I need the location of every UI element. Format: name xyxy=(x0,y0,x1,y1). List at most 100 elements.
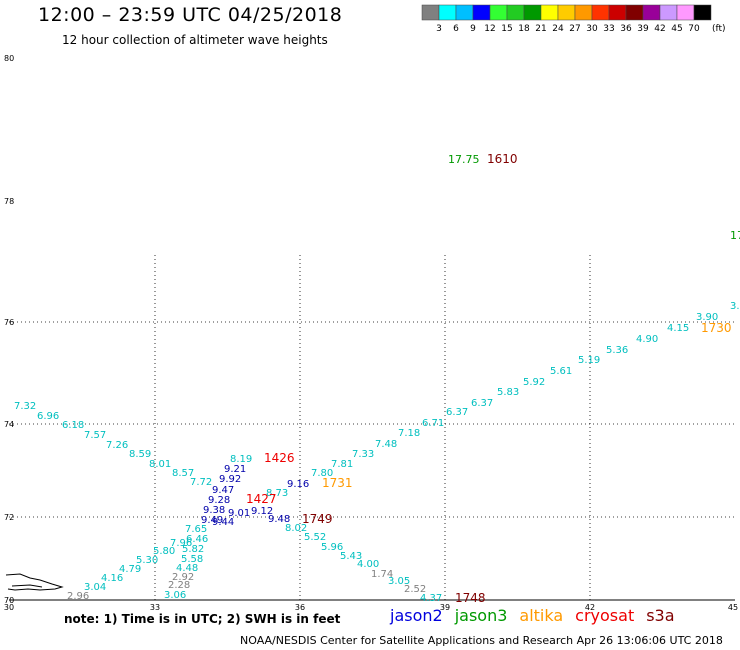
colorbar-unit: (ft) xyxy=(712,24,726,34)
wave-height-label: 6.37 xyxy=(471,398,493,409)
colorbar-labels: 3 6 9 12 15 18 21 24 27 30 33 36 39 42 45 70 xyxy=(436,24,700,34)
wave-height-label: 9.21 xyxy=(224,464,246,475)
wave-height-label: 5.36 xyxy=(606,345,628,356)
wave-height-label: 8.57 xyxy=(172,468,194,479)
wave-height-label: 3.04 xyxy=(84,582,106,593)
wave-height-label: 1.74 xyxy=(371,569,393,580)
colorbar-swatch xyxy=(540,4,559,21)
colorbar-swatch xyxy=(523,4,542,21)
colorbar-swatch xyxy=(438,4,457,21)
y-tick-label: 80 xyxy=(4,54,14,63)
colorbar-tick-label: 27 xyxy=(569,24,580,34)
wave-height-label: 9.44 xyxy=(212,517,234,528)
wave-height-label: 6.96 xyxy=(37,411,59,422)
wave-height-label: 1749 xyxy=(302,512,333,526)
wave-height-label: 7.96 xyxy=(170,538,192,549)
wave-height-label: 7.32 xyxy=(14,401,36,412)
colorbar-swatch xyxy=(472,4,491,21)
satellite-legend: jason2 jason3 altika cryosat s3a xyxy=(390,606,687,625)
wave-height-label: 7.57 xyxy=(84,430,106,441)
wave-height-label: 7.33 xyxy=(352,449,374,460)
wave-height-label: 7.81 xyxy=(331,459,353,470)
wave-height-label: 7.65 xyxy=(185,524,207,535)
colorbar-swatch xyxy=(608,4,627,21)
wave-height-label: 17.75 xyxy=(448,153,480,166)
wave-height-label: 5.80 xyxy=(153,546,175,557)
footnote: note: 1) Time is in UTC; 2) SWH is in fe… xyxy=(64,612,341,626)
wave-height-label: 4.15 xyxy=(667,323,689,334)
wave-height-label: 9.92 xyxy=(219,474,241,485)
colorbar-tick-label: 12 xyxy=(484,24,495,34)
colorbar-swatch xyxy=(506,4,525,21)
colorbar-swatch xyxy=(659,4,678,21)
wave-height-label: 4.37 xyxy=(420,593,442,604)
wave-height-label: 7.26 xyxy=(106,440,128,451)
x-tick-label: 45 xyxy=(728,603,738,612)
colorbar xyxy=(421,4,712,21)
wave-height-label: 9.28 xyxy=(208,495,230,506)
wave-height-label: 1427 xyxy=(246,492,277,506)
colorbar-tick-label: 9 xyxy=(470,24,476,34)
wave-height-label: 9.47 xyxy=(212,485,234,496)
wave-height-label: 2.96 xyxy=(67,591,89,602)
colorbar-tick-label: 21 xyxy=(535,24,546,34)
wave-height-label: 8.59 xyxy=(129,449,151,460)
colorbar-tick-label: 36 xyxy=(620,24,632,34)
wave-height-label: 7.80 xyxy=(311,468,333,479)
coastline-icon xyxy=(5,573,64,591)
y-tick-label: 72 xyxy=(4,513,14,522)
wave-height-label: 9.16 xyxy=(287,479,309,490)
colorbar-swatch xyxy=(625,4,644,21)
page-title: 12:00 – 23:59 UTC 04/25/2018 xyxy=(38,4,343,26)
colorbar-swatch xyxy=(642,4,661,21)
y-tick-label: 70 xyxy=(4,596,14,605)
colorbar-swatch xyxy=(591,4,610,21)
wave-height-label: 9.01 xyxy=(228,508,250,519)
wave-height-label: 4.90 xyxy=(636,334,658,345)
colorbar-tick-label: 42 xyxy=(654,24,665,34)
wave-height-label: 4.16 xyxy=(101,573,123,584)
wave-height-label: 1731 xyxy=(322,476,353,490)
wave-height-label: 3.05 xyxy=(388,576,410,587)
wave-height-label: 1748 xyxy=(455,591,486,605)
wave-height-label: 4.48 xyxy=(176,563,198,574)
wave-height-labels: 17.751610177.326.966.187.577.268.598.018… xyxy=(14,152,740,605)
x-tick-label: 33 xyxy=(150,603,160,612)
wave-height-label: 5.61 xyxy=(550,366,572,377)
wave-height-label: 8.01 xyxy=(149,459,171,470)
wave-height-label: 1730 xyxy=(701,321,732,335)
wave-height-label: 6.18 xyxy=(62,420,84,431)
y-tick-label: 76 xyxy=(4,318,14,327)
wave-height-label: 5.52 xyxy=(304,532,326,543)
wave-height-label: 5.43 xyxy=(340,551,362,562)
colorbar-tick-label: 45 xyxy=(671,24,682,34)
y-tick-labels: 80 78 76 74 72 70 xyxy=(4,54,14,605)
wave-height-label: 5.30 xyxy=(136,555,158,566)
wave-height-label: 6.71 xyxy=(422,418,444,429)
colorbar-tick-label: 18 xyxy=(518,24,530,34)
wave-height-label: 9.48 xyxy=(268,514,290,525)
wave-height-label: 2.52 xyxy=(404,584,426,595)
y-tick-label: 74 xyxy=(4,420,14,429)
wave-height-label: 7.18 xyxy=(398,428,420,439)
colorbar-tick-label: 24 xyxy=(552,24,564,34)
wave-height-label: 8.19 xyxy=(230,454,252,465)
wave-height-label: 3. xyxy=(730,301,740,312)
wave-height-label: 5.92 xyxy=(523,377,545,388)
wave-height-label: 2.92 xyxy=(172,572,194,583)
colorbar-swatch xyxy=(421,4,440,21)
colorbar-tick-label: 15 xyxy=(501,24,512,34)
wave-height-label: 5.58 xyxy=(181,554,203,565)
colorbar-swatch xyxy=(557,4,576,21)
x-tick-label: 42 xyxy=(585,603,595,612)
colorbar-swatch xyxy=(489,4,508,21)
wave-height-label: 6.37 xyxy=(446,407,468,418)
gridlines xyxy=(9,255,735,600)
wave-height-label: 5.83 xyxy=(497,387,519,398)
colorbar-tick-label: 39 xyxy=(637,24,649,34)
wave-height-label: 5.19 xyxy=(578,355,600,366)
wave-height-label: 1426 xyxy=(264,451,295,465)
wave-height-label: 6.46 xyxy=(186,534,208,545)
wave-height-label: 9.12 xyxy=(251,506,273,517)
credit-line: NOAA/NESDIS Center for Satellite Applica… xyxy=(240,634,723,647)
